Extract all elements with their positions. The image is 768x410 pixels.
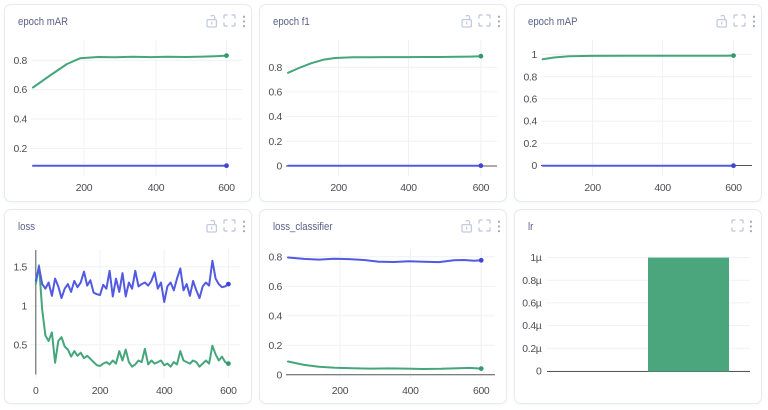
svg-text:0.2: 0.2	[268, 341, 282, 352]
svg-text:600: 600	[473, 183, 490, 194]
svg-text:600: 600	[218, 183, 235, 194]
svg-text:0: 0	[536, 367, 542, 378]
svg-text:200: 200	[330, 183, 347, 194]
svg-text:0.6µ: 0.6µ	[522, 299, 542, 310]
svg-text:400: 400	[654, 183, 671, 194]
svg-text:0.2: 0.2	[13, 144, 27, 155]
svg-text:0.8: 0.8	[268, 63, 282, 74]
svg-text:0.8: 0.8	[13, 56, 27, 67]
svg-text:0.4: 0.4	[13, 115, 27, 126]
svg-text:0.5: 0.5	[13, 341, 27, 352]
svg-text:200: 200	[332, 386, 349, 397]
svg-text:200: 200	[584, 183, 601, 194]
svg-text:600: 600	[473, 386, 490, 397]
svg-text:1µ: 1µ	[530, 253, 541, 264]
svg-text:0.6: 0.6	[268, 88, 282, 99]
svg-text:600: 600	[220, 386, 237, 397]
svg-text:0: 0	[277, 370, 283, 381]
svg-text:400: 400	[148, 183, 165, 194]
svg-text:600: 600	[725, 183, 742, 194]
svg-text:0.6: 0.6	[13, 85, 27, 96]
svg-text:0: 0	[532, 161, 538, 172]
svg-text:0.6: 0.6	[268, 282, 282, 293]
svg-text:0: 0	[33, 386, 39, 397]
svg-text:400: 400	[402, 386, 419, 397]
svg-text:1: 1	[22, 302, 28, 313]
svg-text:1.5: 1.5	[13, 263, 27, 274]
svg-text:0.4µ: 0.4µ	[522, 321, 542, 332]
svg-text:1: 1	[532, 50, 538, 61]
svg-text:0.8µ: 0.8µ	[522, 276, 542, 287]
svg-text:0.6: 0.6	[523, 95, 537, 106]
svg-text:200: 200	[92, 386, 109, 397]
svg-text:0.4: 0.4	[268, 311, 282, 322]
svg-text:400: 400	[156, 386, 173, 397]
svg-text:0.8: 0.8	[523, 72, 537, 83]
svg-text:400: 400	[400, 183, 417, 194]
svg-text:200: 200	[76, 183, 93, 194]
svg-text:0.2: 0.2	[523, 139, 537, 150]
svg-text:0.2µ: 0.2µ	[522, 344, 542, 355]
svg-text:0.8: 0.8	[268, 252, 282, 263]
svg-text:0.4: 0.4	[523, 117, 537, 128]
svg-text:0.4: 0.4	[268, 112, 282, 123]
svg-text:0.2: 0.2	[268, 137, 282, 148]
svg-text:0: 0	[277, 162, 283, 173]
